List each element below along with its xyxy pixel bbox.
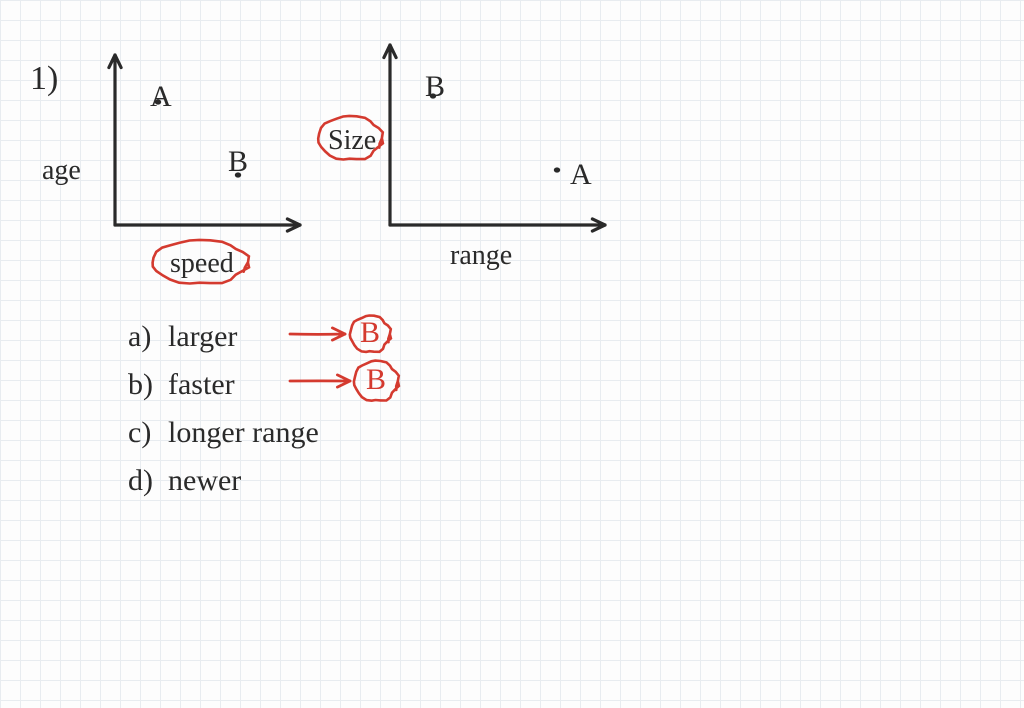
chart1-x-label: speed [170,248,234,280]
question-number: 1) [30,60,58,98]
answer-b-text: faster [168,368,235,402]
chart1-point-b-label: B [228,145,248,179]
chart1-point-a-label: A [150,80,172,114]
chart2-x-label: range [450,240,512,272]
answer-a-letter: a) [128,320,151,354]
answer-c-text: longer range [168,416,319,450]
diagram-stage: 1) age speed A B Size range B A a) large… [0,0,1024,708]
chart2-y-label: Size [328,125,376,157]
answer-b-letter: b) [128,368,153,402]
chart2-point-b-label: B [425,70,445,104]
answer-d-letter: d) [128,464,153,498]
answer-b-value: B [366,363,386,397]
answer-a-text: larger [168,320,237,354]
answer-c-letter: c) [128,416,151,450]
answer-a-value: B [360,316,380,350]
answer-d-text: newer [168,464,241,498]
chart2-point-a-label: A [570,158,592,192]
chart1-y-label: age [42,155,81,187]
